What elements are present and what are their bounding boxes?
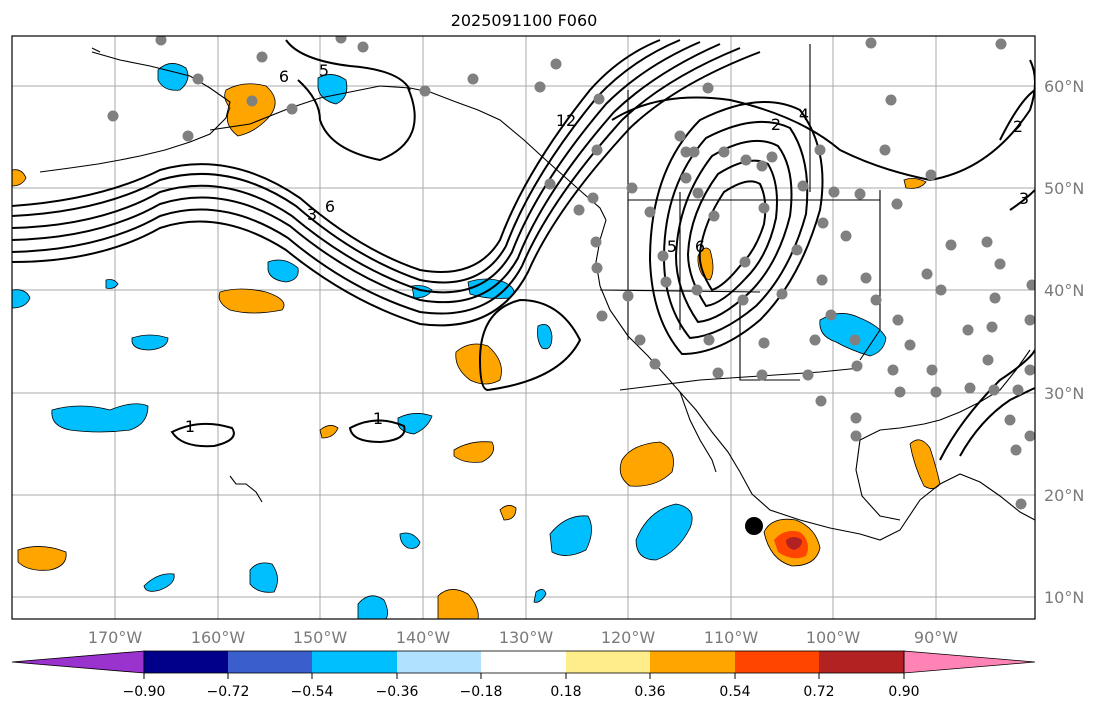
colorbar-min-extend <box>11 650 145 674</box>
longitude-labels: 170°W 160°W 150°W 140°W 130°W 120°W 110°… <box>88 628 958 647</box>
colorbar-segment <box>312 651 397 673</box>
lon-label: 150°W <box>293 628 348 647</box>
colorbar-tick-label: −0.54 <box>291 684 334 700</box>
lon-label: 110°W <box>704 628 759 647</box>
lon-label: 160°W <box>191 628 246 647</box>
colorbar-segment <box>819 651 904 673</box>
contour-label: 1 <box>373 409 383 428</box>
colorbar-segment <box>397 651 481 673</box>
lat-label: 20°N <box>1044 486 1084 505</box>
positive-anomaly-patches <box>12 83 941 619</box>
contour-label: 1 <box>185 417 195 436</box>
colorbar-segment <box>228 651 312 673</box>
colorbar-segment <box>650 651 735 673</box>
contour-labels: 6 5 3 6 12 2 4 5 6 1 1 2 3 <box>185 61 1029 436</box>
contour-label: 6 <box>695 237 705 256</box>
lon-label: 120°W <box>601 628 656 647</box>
lon-label: 140°W <box>396 628 451 647</box>
lon-label: 130°W <box>499 628 554 647</box>
storm-center-marker <box>745 517 763 535</box>
station-markers <box>107 36 1035 510</box>
colorbar-tick-label: 0.72 <box>803 684 834 700</box>
colorbar-tick-label: 0.54 <box>719 684 750 700</box>
colorbar-segment <box>735 651 819 673</box>
coastlines <box>39 44 1035 541</box>
colorbar-segment <box>481 651 566 673</box>
lon-label: 90°W <box>914 628 958 647</box>
colorbar: −0.90 −0.72 −0.54 −0.36 −0.18 0.18 0.36 … <box>11 650 1036 700</box>
lat-label: 40°N <box>1044 281 1084 300</box>
lat-label: 10°N <box>1044 588 1084 607</box>
colorbar-max-extend <box>903 650 1036 674</box>
contour-label: 3 <box>1019 189 1029 208</box>
colorbar-tick-label: −0.18 <box>460 684 503 700</box>
contour-label: 5 <box>319 61 329 80</box>
colorbar-tick-label: −0.72 <box>207 684 250 700</box>
colorbar-tick-label: 0.90 <box>888 684 919 700</box>
lat-label: 50°N <box>1044 179 1084 198</box>
map-frame <box>11 35 1036 620</box>
latitude-labels: 60°N 50°N 40°N 30°N 20°N 10°N <box>1044 77 1084 607</box>
contour-label: 6 <box>279 67 289 86</box>
contour-label: 12 <box>556 111 576 130</box>
contour-label: 2 <box>1013 117 1023 136</box>
colorbar-tick-label: −0.90 <box>123 684 166 700</box>
map-title: 2025091100 F060 <box>451 11 598 30</box>
colorbar-tick-label: −0.36 <box>376 684 419 700</box>
lon-label: 100°W <box>806 628 861 647</box>
colorbar-tick-label: 0.36 <box>634 684 665 700</box>
height-contours <box>12 39 1035 461</box>
contour-label: 6 <box>325 197 335 216</box>
map-area: 6 5 3 6 12 2 4 5 6 1 1 2 3 <box>12 36 1035 619</box>
lat-label: 30°N <box>1044 384 1084 403</box>
lat-label: 60°N <box>1044 77 1084 96</box>
contour-label: 3 <box>307 205 317 224</box>
colorbar-tick-label: 0.18 <box>550 684 581 700</box>
positive-anomaly-peak <box>786 537 802 550</box>
contour-label: 5 <box>667 237 677 256</box>
colorbar-segment <box>566 651 650 673</box>
colorbar-segment <box>144 651 228 673</box>
lon-label: 170°W <box>88 628 143 647</box>
contour-label: 2 <box>771 115 781 134</box>
contour-label: 4 <box>799 105 809 124</box>
